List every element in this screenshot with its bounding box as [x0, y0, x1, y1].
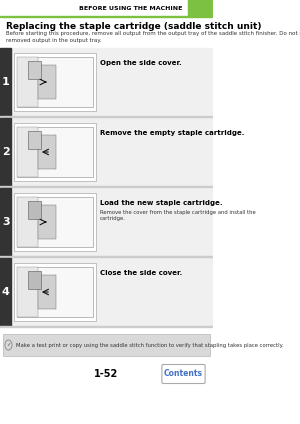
Bar [14, 53, 96, 111]
Bar [0, 188, 11, 256]
Bar [14, 263, 96, 321]
Bar [17, 267, 38, 317]
Text: Make a test print or copy using the saddle stitch function to verify that stapli: Make a test print or copy using the sadd… [16, 343, 283, 348]
Bar [0, 256, 213, 257]
Bar [17, 197, 93, 247]
Text: 2: 2 [2, 147, 10, 157]
Text: Load the new staple cartridge.: Load the new staple cartridge. [100, 200, 223, 206]
Bar [28, 201, 41, 219]
Bar [0, 258, 11, 326]
Bar [17, 267, 93, 317]
Bar [17, 127, 93, 177]
Bar [188, 0, 213, 16]
Bar [17, 197, 38, 247]
Bar [0, 116, 213, 117]
Text: 4: 4 [2, 287, 10, 297]
Bar [0, 0, 213, 16]
Bar [28, 131, 41, 149]
Text: 1: 1 [2, 77, 10, 87]
Bar [0, 118, 213, 186]
Bar [0, 258, 213, 326]
Bar [14, 123, 96, 181]
Bar [0, 326, 213, 327]
Bar [17, 127, 38, 177]
Text: Remove the cover from the staple cartridge and install the
cartridge.: Remove the cover from the staple cartrid… [100, 210, 256, 221]
Text: Before starting this procedure, remove all output from the output tray of the sa: Before starting this procedure, remove a… [6, 31, 300, 42]
Bar [14, 193, 96, 251]
Text: Replacing the staple cartridge (saddle stitch unit): Replacing the staple cartridge (saddle s… [6, 22, 261, 31]
Text: ✓: ✓ [6, 343, 11, 348]
Bar [0, 16, 213, 17]
Bar [0, 118, 11, 186]
Text: 1-52: 1-52 [94, 369, 118, 379]
Bar [28, 271, 41, 289]
Text: Close the side cover.: Close the side cover. [100, 270, 182, 276]
Bar [38, 135, 56, 169]
Bar [17, 57, 38, 107]
FancyBboxPatch shape [162, 365, 205, 383]
Bar [0, 48, 11, 116]
Text: Remove the empty staple cartridge.: Remove the empty staple cartridge. [100, 130, 244, 136]
Bar [0, 48, 213, 116]
Bar [0, 186, 213, 187]
Bar [38, 65, 56, 99]
Bar [3, 334, 210, 356]
Text: BEFORE USING THE MACHINE: BEFORE USING THE MACHINE [80, 6, 183, 11]
Text: Open the side cover.: Open the side cover. [100, 60, 182, 66]
Bar [0, 188, 213, 256]
Bar [17, 57, 93, 107]
Text: 3: 3 [2, 217, 10, 227]
Bar [28, 61, 41, 79]
Bar [38, 275, 56, 309]
Bar [38, 205, 56, 239]
Text: Contents: Contents [164, 369, 203, 379]
